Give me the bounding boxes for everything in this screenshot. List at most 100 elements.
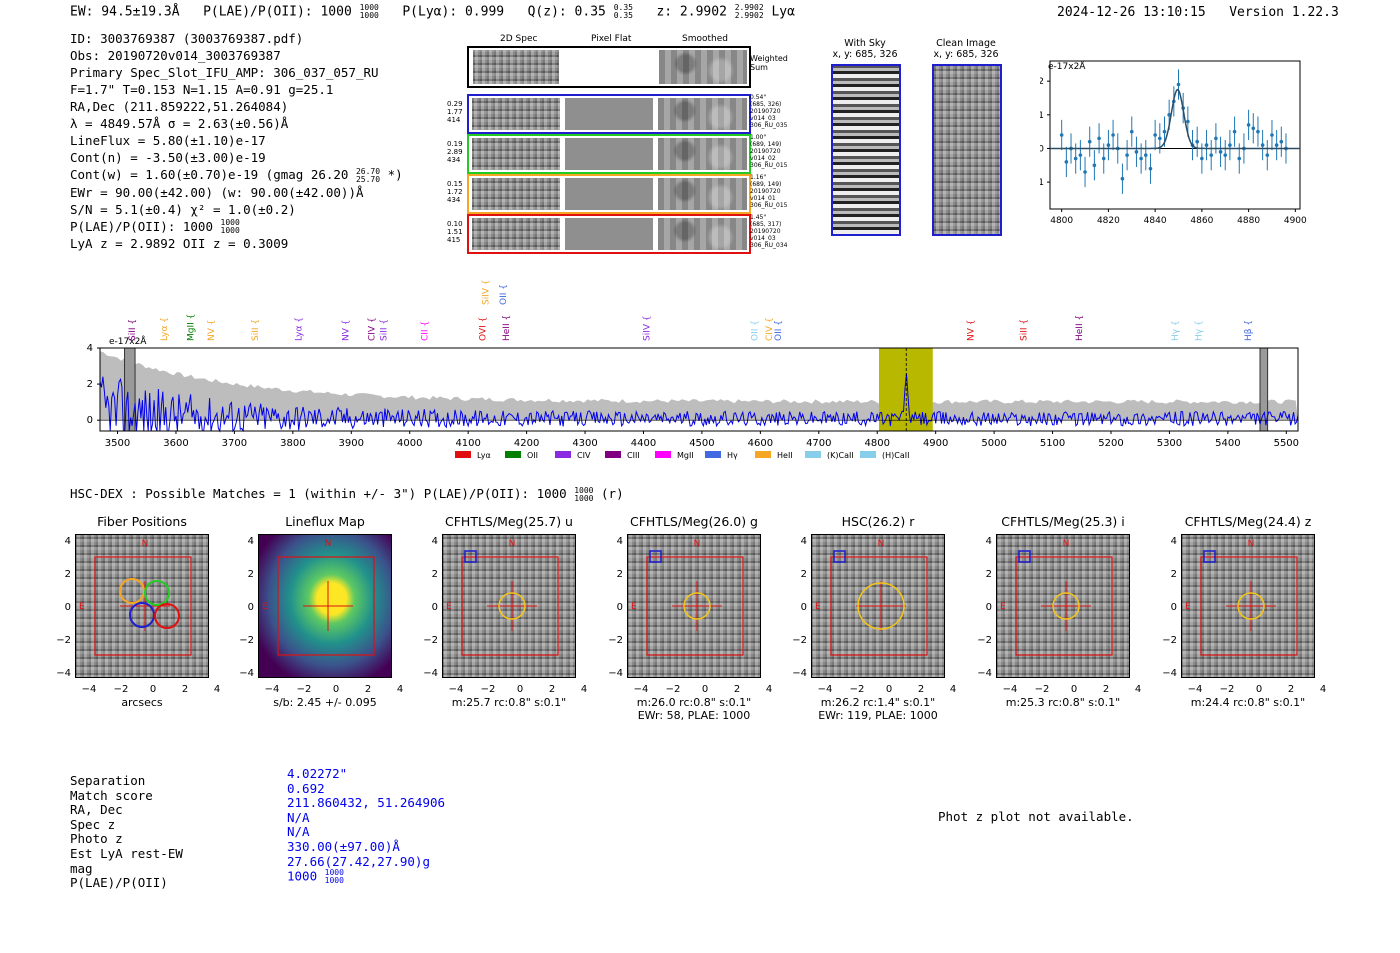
cutout-ytick-label: 2 [247,569,254,580]
east-label: E [1185,602,1191,612]
fiber-row-frame [467,214,751,254]
fiber-row-frame [467,174,751,214]
cutout-xtick-label: 4 [1134,684,1142,695]
cutout-xtick-label: 0 [1070,684,1078,695]
match-value: 0.692 [287,780,325,796]
full-xtick-label: 4900 [923,438,948,449]
cutout-xtick-label: 4 [396,684,404,695]
cutout-box [1015,556,1113,656]
zoom-point [1153,133,1157,137]
zoom-point [1087,139,1092,144]
detection-info: ID: 3003769387 (3003769387.pdf) Obs: 201… [70,30,403,252]
cutout-xtick-label: 2 [917,684,925,695]
full-ytick-label: 0 [87,415,93,426]
fiber-row-right: 306_RU_034 [750,242,788,249]
full-xtick-label: 3800 [280,438,305,449]
full-xtick-label: 5400 [1215,438,1240,449]
clean-image-title-text: Clean Image [936,38,996,49]
zoom-point [1200,156,1204,161]
fiber-row-right: 0.54" [750,94,767,101]
zoom-point [1129,129,1134,134]
match-label: RA, Dec [70,802,123,818]
east-label: E [446,602,452,612]
cutout-ytick-label: 4 [1170,536,1177,547]
zoom-point [1101,156,1106,161]
fiber-row-left: 1.77 [447,108,463,116]
north-label: N [694,539,701,549]
legend-label: CIV [577,451,591,460]
fiber-row-left: 0.10 [447,220,463,228]
cutout-xtick-label: 0 [701,684,709,695]
header-plae: P(LAE)/P(OII): 1000 [203,4,352,20]
cutout-frame [1181,534,1315,678]
zoom-gaussian-fit [1050,88,1300,150]
north-label: N [878,539,885,549]
fiber-circle [154,603,180,629]
header-ew: EW: 94.5±19.3Å [70,4,180,20]
fiber-row-left: 434 [447,156,461,164]
fiber-row-frame [467,94,751,134]
cutout-caption-2: EWr: 119, PLAE: 1000 [818,709,938,722]
header-qz-lo: 0.35 [613,11,633,20]
zoom-point [1274,143,1279,147]
cutout-ytick-label: 4 [431,536,438,547]
zoom-point [1246,123,1251,127]
east-label: E [79,602,85,612]
zoom-point [1120,176,1125,181]
fiber-row-right: (689, 149) [750,181,782,188]
cutout-title: CFHTLS/Meg(25.3) i [1001,514,1125,529]
info-contw-text: Cont(w) = 1.60(±0.70)e-19 (gmag 26.20 [70,167,349,182]
cutout-ytick-label: 0 [431,602,438,613]
header-z-lo: 2.9902 [734,11,764,20]
line-marker-label: NV { [341,320,351,341]
fiber-row-left: 414 [447,116,461,124]
cutout-xtick-label: −2 [113,684,129,695]
col-title-smoothed: Smoothed [682,34,728,44]
full-ytick-label: 2 [87,379,93,390]
full-spectrum-chart: 0 2 4 e-17x2Å 3500 3600 3700 3800 3900 4000 4100 42… [87,279,1299,460]
cutout-box [830,556,928,656]
info-line: Primary Spec_Slot_IFU_AMP: 306_037_057_R… [70,65,379,80]
cutout-ytick-label: −4 [423,668,438,679]
zoom-spectrum-chart: -1 0 1 2 4800 4820 4840 4860 4880 4900 e-17x2Å [1040,60,1307,226]
zoom-point [1279,139,1284,144]
cutout-title: CFHTLS/Meg(25.7) u [445,514,573,529]
full-xtick-label: 3900 [339,438,364,449]
fiber-circle [144,580,170,606]
match-label: P(LAE)/P(OII) [70,875,168,891]
matches-title-text: HSC-DEX : Possible Matches = 1 (within +… [70,486,567,501]
cutout-ytick-label: 4 [800,536,807,547]
zoom-ytick-label: -1 [1040,178,1044,188]
header-qz-hi: 0.35 [613,3,633,12]
line-marker-label: Hβ { [1244,320,1254,341]
match-box [833,550,846,563]
match-value: N/A [287,824,310,840]
cutout-xtick-label: 2 [1287,684,1295,695]
zoom-point [1204,143,1209,147]
cutout-xtick-label: 0 [332,684,340,695]
cutout-caption: m:25.3 rc:0.8" s:0.1" [1005,696,1121,709]
match-box [649,550,662,563]
fiber-row-left: 415 [447,236,461,244]
legend-label: Hγ [727,451,738,460]
col-title-2dspec: 2D Spec [500,34,538,44]
cutout-title: CFHTLS/Meg(26.0) g [630,514,758,529]
zoom-point [1106,143,1111,147]
cutout-ytick-label: 4 [616,536,623,547]
fiber-row-right: 306_RU_015 [750,162,788,169]
clean-image-title: Clean Image x, y: 685, 326 [921,38,1011,60]
full-xtick-label: 4300 [572,438,597,449]
weighted-flat-image [562,50,657,84]
cutout-ytick-label: −4 [977,668,992,679]
legend-swatch [555,451,571,458]
weighted-sum-row [467,46,751,88]
east-label: E [631,602,637,612]
cutout-frame [627,534,761,678]
cutout-ytick-label: −2 [977,635,992,646]
zoom-point [1111,133,1115,137]
zoom-point [1148,166,1153,171]
cutout-frame [442,534,576,678]
north-label: N [1063,539,1070,549]
full-xtick-label: 3600 [163,438,188,449]
